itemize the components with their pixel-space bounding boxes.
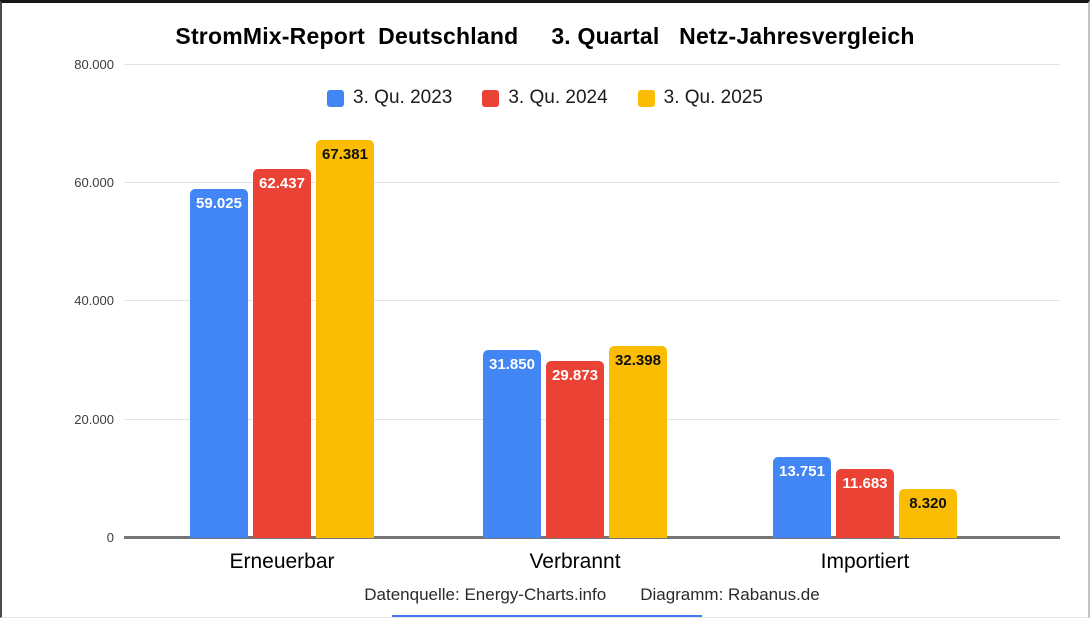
bar-group: 59.025 62.437 67.381 Erneuerbar [190, 140, 374, 573]
legend-label: 3. Qu. 2024 [508, 87, 608, 108]
bar-value-label: 32.398 [615, 352, 661, 369]
legend-swatch [637, 89, 655, 107]
bar: 31.850 [483, 350, 541, 538]
gridline [124, 300, 1060, 301]
bar: 8.320 [899, 489, 957, 538]
bar-value-label: 62.437 [259, 175, 305, 192]
bar: 13.751 [773, 457, 831, 538]
legend: 3. Qu. 2023 3. Qu. 2024 3. Qu. 2025 [2, 87, 1088, 109]
bar-value-label: 8.320 [909, 495, 947, 512]
footer-note: Datenquelle: Energy-Charts.info Diagramm… [124, 585, 1060, 605]
gridline [124, 182, 1060, 183]
bottom-accent-bar [392, 615, 702, 617]
bar-group: 31.850 29.873 32.398 Verbrannt [483, 346, 667, 573]
bar-value-label: 29.873 [552, 367, 598, 384]
chart-title: StromMix-Report Deutschland 3. Quartal N… [175, 23, 915, 49]
y-tick-label: 60.000 [74, 175, 114, 190]
legend-swatch [482, 89, 500, 107]
category-label: Erneuerbar [229, 550, 335, 573]
legend-label: 3. Qu. 2025 [663, 87, 763, 108]
y-axis: 80.000 60.000 40.000 20.000 0 [2, 57, 114, 545]
source-note: Datenquelle: Energy-Charts.info [364, 585, 607, 604]
category-label: Importiert [820, 550, 910, 573]
bar: 11.683 [836, 469, 894, 538]
credit-note: Diagramm: Rabanus.de [640, 585, 820, 604]
legend-label: 3. Qu. 2023 [353, 87, 453, 108]
legend-item: 3. Qu. 2025 [637, 87, 763, 109]
bar: 32.398 [609, 346, 667, 538]
bar-value-label: 31.850 [489, 356, 535, 373]
y-tick-label: 40.000 [74, 293, 114, 308]
bar-value-label: 13.751 [779, 463, 825, 480]
bar: 67.381 [316, 140, 374, 538]
gridline [124, 64, 1060, 65]
y-tick-label: 20.000 [74, 412, 114, 427]
bar: 59.025 [190, 189, 248, 538]
y-tick-label: 0 [106, 530, 114, 545]
legend-swatch [327, 89, 345, 107]
bar-value-label: 59.025 [196, 195, 242, 212]
legend-item: 3. Qu. 2023 [327, 87, 452, 109]
category-label: Verbrannt [529, 550, 621, 573]
y-tick-label: 80.000 [74, 57, 114, 72]
bar-value-label: 67.381 [322, 146, 368, 163]
legend-item: 3. Qu. 2024 [482, 87, 608, 109]
bar-value-label: 11.683 [842, 475, 888, 492]
bar-group: 13.751 11.683 8.320 Importiert [773, 457, 957, 573]
bar: 62.437 [253, 169, 311, 538]
bar: 29.873 [546, 361, 604, 538]
plot-area: 59.025 62.437 67.381 Erneuerbar 31.850 29.873… [124, 64, 1060, 573]
